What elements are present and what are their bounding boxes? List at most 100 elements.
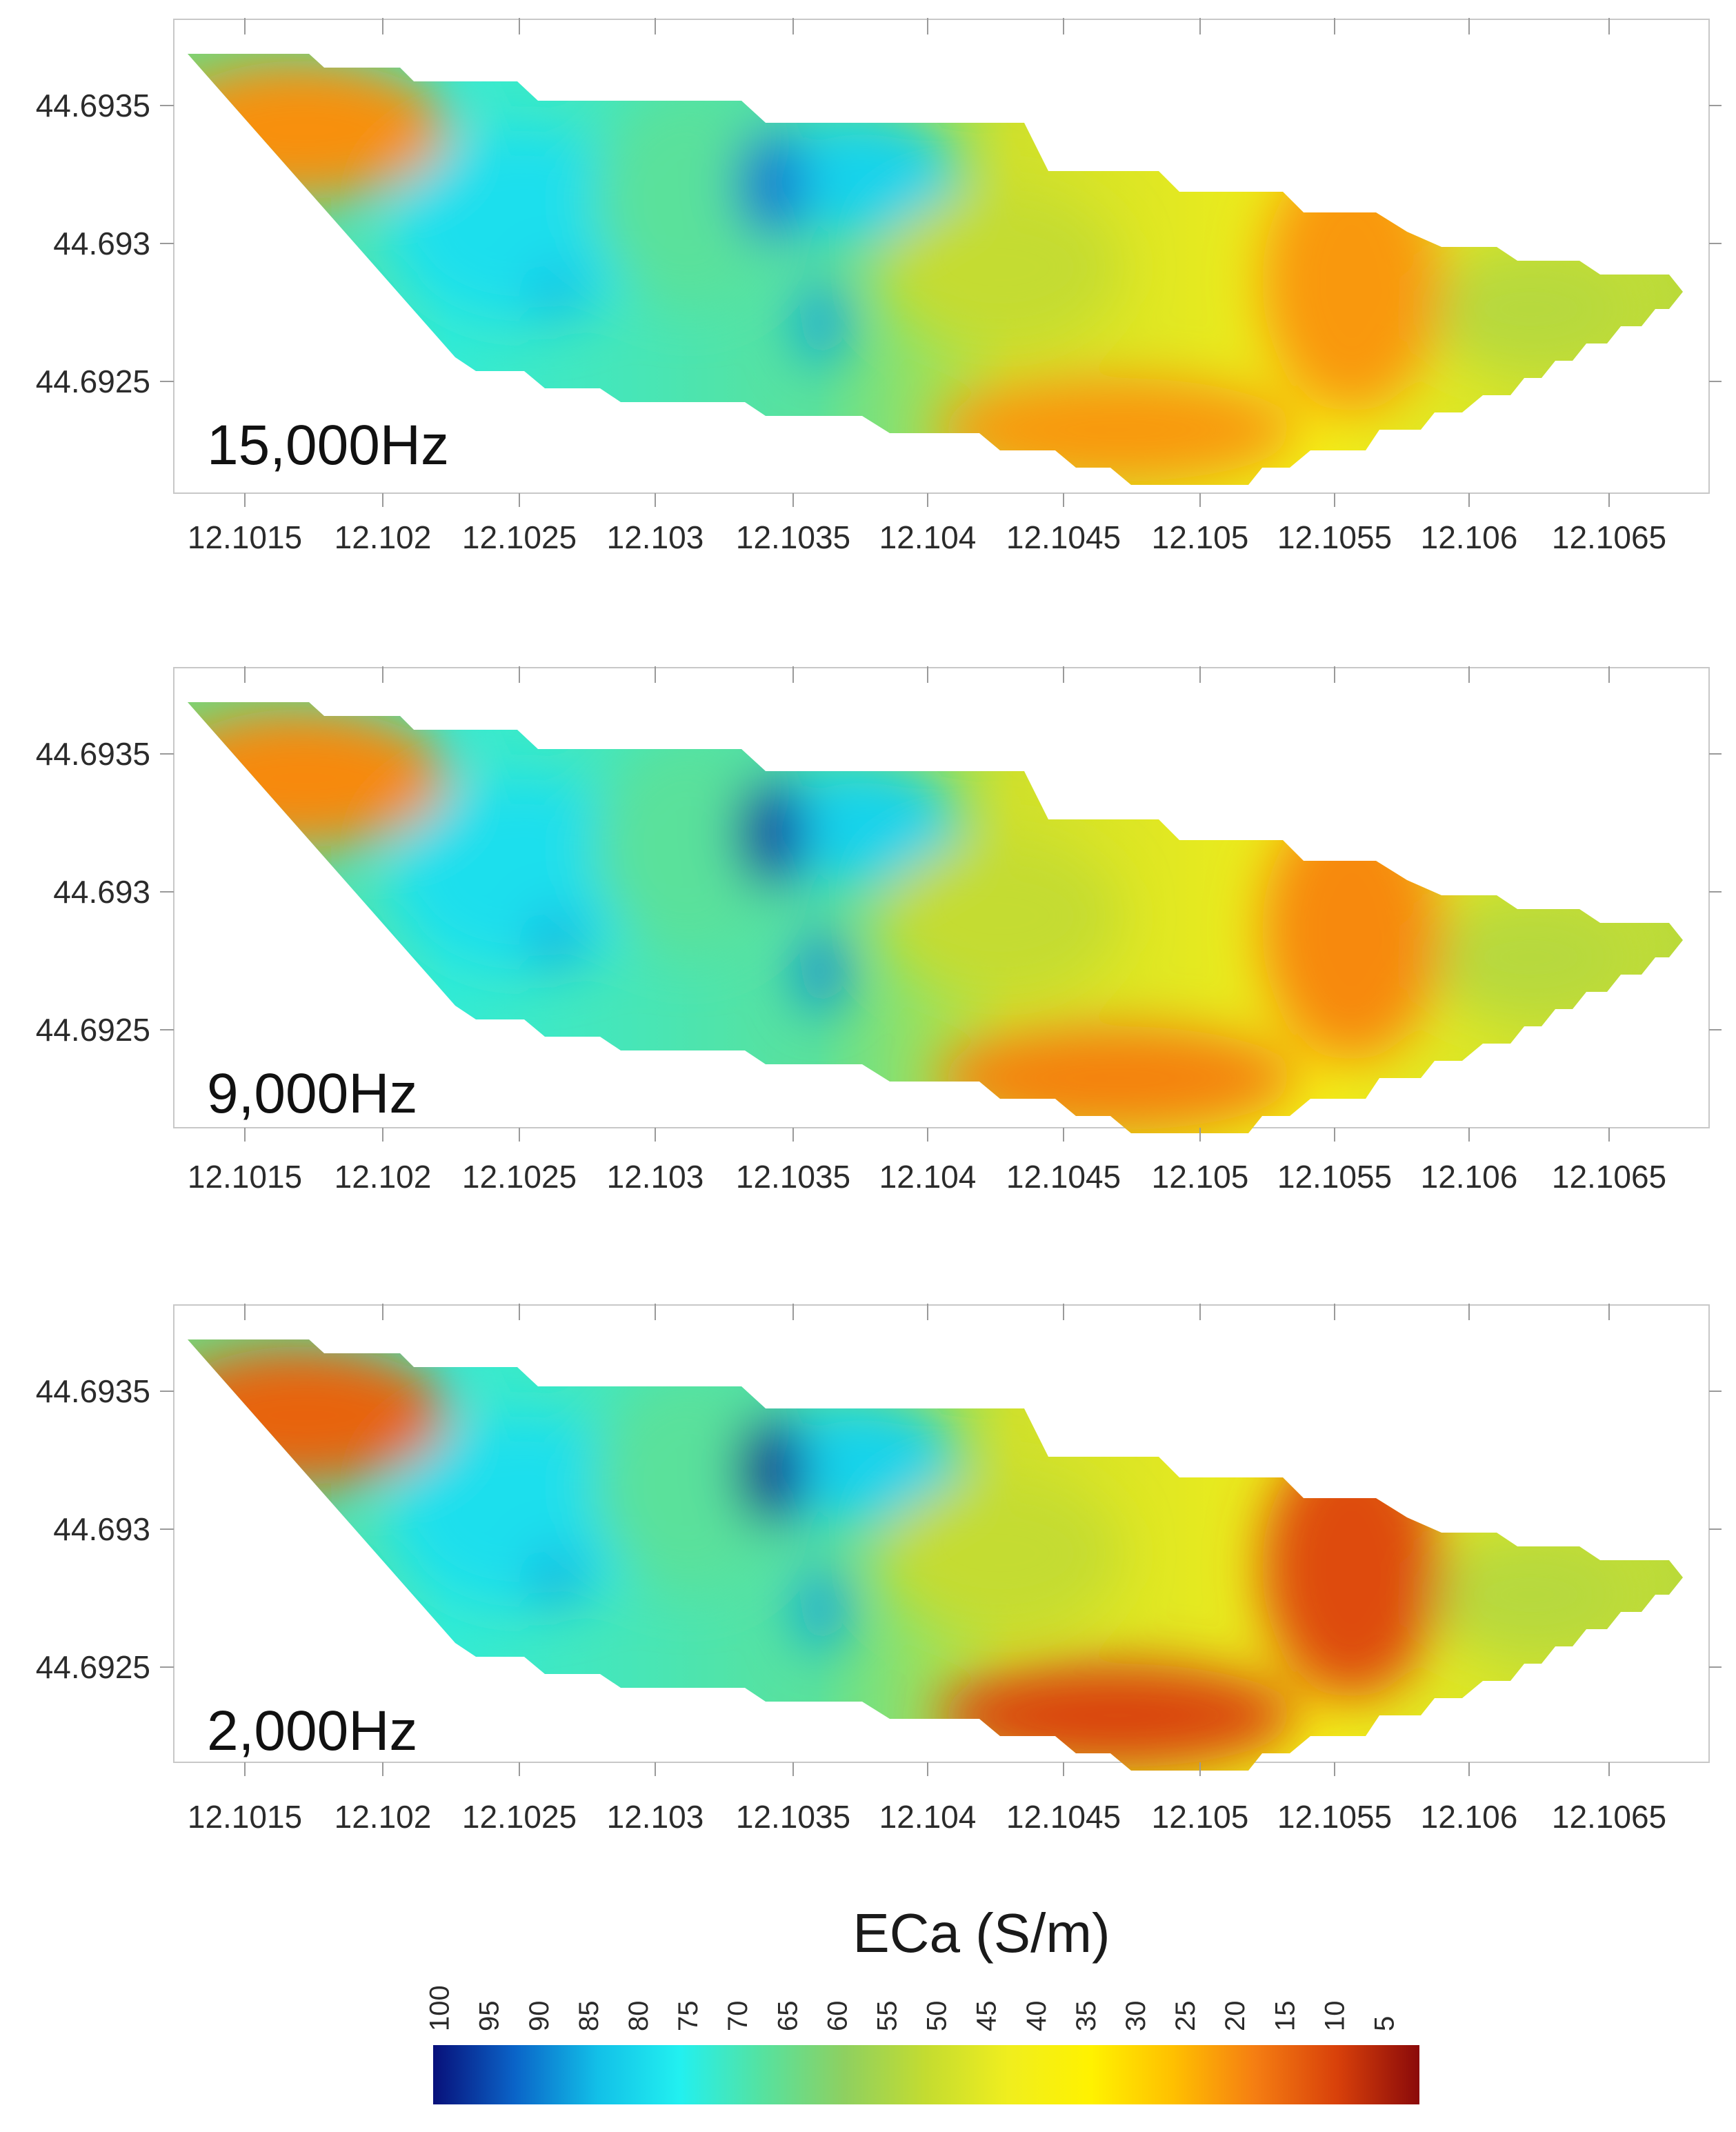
frequency-label: 9,000Hz xyxy=(207,1062,417,1125)
eca-texture xyxy=(593,737,786,957)
frequency-label: 15,000Hz xyxy=(207,414,449,477)
y-tick-label: 44.6925 xyxy=(36,1649,150,1685)
x-tick-label: 12.106 xyxy=(1421,519,1518,555)
colorbar-tick-label: 45 xyxy=(972,2001,1002,2032)
eca-zone xyxy=(1262,1436,1441,1698)
colorbar-tick-label: 30 xyxy=(1121,2001,1151,2032)
x-tick-label: 12.106 xyxy=(1421,1799,1518,1835)
eca-zone xyxy=(737,130,806,240)
plot-frame xyxy=(173,19,1710,494)
y-tick-label: 44.693 xyxy=(53,226,150,261)
colorbar-tick-label: 100 xyxy=(425,1985,455,2031)
eca-zone xyxy=(536,264,575,319)
colorbar: ECa (S/m) 100 95 90 85 80 75 70 65 60 55 50 45 40 35 3… xyxy=(425,1902,1419,2104)
colorbar-tick-label: 55 xyxy=(872,2001,903,2032)
colorbar-tick-labels: 100 95 90 85 80 75 70 65 60 55 50 45 40 35 30 25 20 15 10 5 xyxy=(425,1985,1400,2031)
colorbar-tick-label: 15 xyxy=(1270,2001,1300,2032)
eca-zone xyxy=(797,930,844,1013)
eca-zone xyxy=(938,378,1297,481)
y-tick-label: 44.693 xyxy=(53,874,150,910)
x-tick-label: 12.1015 xyxy=(188,1159,302,1195)
eca-zone xyxy=(938,1664,1297,1767)
eca-zone xyxy=(188,1346,448,1484)
eca-zone xyxy=(938,1026,1297,1130)
eca-texture xyxy=(766,1402,959,1526)
eca-texture xyxy=(1428,1533,1635,1657)
y-tick-label: 44.693 xyxy=(53,1511,150,1547)
x-tick-label: 12.104 xyxy=(879,1799,977,1835)
panel-15000hz: 12.1015 12.102 12.1025 12.103 12.1035 12.104 1… xyxy=(36,18,1722,555)
x-tick-label: 12.1025 xyxy=(462,1159,577,1195)
plot-frame xyxy=(173,667,1710,1128)
x-tick-label: 12.1015 xyxy=(188,519,302,555)
x-tick-label: 12.104 xyxy=(879,1159,977,1195)
colorbar-tick-label: 5 xyxy=(1370,2016,1400,2031)
colorbar-tick-label: 25 xyxy=(1170,2001,1201,2032)
x-tick-label: 12.104 xyxy=(879,519,977,555)
eca-texture xyxy=(1428,895,1635,1019)
eca-texture xyxy=(883,840,1117,992)
x-tick-label: 12.103 xyxy=(607,1799,704,1835)
x-tick-label: 12.103 xyxy=(607,519,704,555)
frequency-label: 2,000Hz xyxy=(207,1700,417,1762)
x-tick-label: 12.103 xyxy=(607,1159,704,1195)
eca-zone xyxy=(188,709,448,847)
y-tick-label: 44.6925 xyxy=(36,1012,150,1048)
colorbar-tick-label: 85 xyxy=(574,2001,604,2032)
colorbar-tick-label: 35 xyxy=(1071,2001,1101,2032)
x-tick-label: 12.1045 xyxy=(1006,519,1121,555)
colorbar-tick-label: 80 xyxy=(623,2001,654,2032)
x-tick-label: 12.1025 xyxy=(462,519,577,555)
x-tick-label: 12.105 xyxy=(1152,1799,1249,1835)
x-tick-label: 12.1065 xyxy=(1552,1799,1666,1835)
eca-zone xyxy=(188,61,448,199)
x-tick-label: 12.102 xyxy=(335,1159,432,1195)
colorbar-tick-label: 65 xyxy=(772,2001,803,2032)
eca-zone xyxy=(536,1550,575,1605)
y-tick-label: 44.6935 xyxy=(36,88,150,123)
panel-9000hz: 12.1015 12.102 12.1025 12.103 12.1035 12.104 1… xyxy=(36,666,1722,1195)
eca-zone xyxy=(797,1567,844,1650)
colorbar-gradient xyxy=(433,2045,1419,2104)
x-tick-label: 12.1065 xyxy=(1552,519,1666,555)
x-tick-label: 12.1035 xyxy=(736,1159,850,1195)
eca-zone xyxy=(737,1415,806,1526)
x-tick-label: 12.1035 xyxy=(736,519,850,555)
eca-zone xyxy=(1262,150,1441,412)
x-tick-label: 12.1025 xyxy=(462,1799,577,1835)
y-tick-label: 44.6925 xyxy=(36,363,150,399)
x-tick-label: 12.1015 xyxy=(188,1799,302,1835)
eca-texture xyxy=(883,1477,1117,1629)
x-tick-label: 12.105 xyxy=(1152,1159,1249,1195)
colorbar-tick-label: 75 xyxy=(673,2001,704,2032)
colorbar-title: ECa (S/m) xyxy=(852,1902,1110,1964)
x-tick-label: 12.102 xyxy=(335,519,432,555)
eca-texture xyxy=(883,192,1117,343)
x-tick-label: 12.105 xyxy=(1152,519,1249,555)
eca-zone xyxy=(797,281,844,364)
colorbar-tick-label: 90 xyxy=(524,2001,555,2032)
y-tick-label: 44.6935 xyxy=(36,736,150,772)
x-tick-label: 12.1035 xyxy=(736,1799,850,1835)
x-tick-label: 12.1045 xyxy=(1006,1159,1121,1195)
eca-zone xyxy=(1262,799,1441,1061)
x-tick-label: 12.1055 xyxy=(1277,1799,1392,1835)
colorbar-tick-label: 40 xyxy=(1021,2001,1052,2032)
colorbar-tick-label: 10 xyxy=(1319,2001,1350,2032)
colorbar-tick-label: 20 xyxy=(1220,2001,1250,2032)
x-tick-label: 12.1055 xyxy=(1277,1159,1392,1195)
eca-texture xyxy=(593,1374,786,1595)
eca-texture xyxy=(766,116,959,240)
x-tick-label: 12.106 xyxy=(1421,1159,1518,1195)
panel-2000hz: 12.1015 12.102 12.1025 12.103 12.1035 12.104 1… xyxy=(36,1304,1722,1835)
eca-zone xyxy=(737,778,806,888)
eca-texture xyxy=(766,764,959,888)
colorbar-tick-label: 60 xyxy=(822,2001,852,2032)
x-tick-label: 12.102 xyxy=(335,1799,432,1835)
y-tick-label: 44.6935 xyxy=(36,1373,150,1409)
eca-texture xyxy=(393,1415,655,1608)
eca-texture xyxy=(393,130,655,323)
colorbar-tick-label: 95 xyxy=(475,2001,505,2032)
x-tick-label: 12.1045 xyxy=(1006,1799,1121,1835)
